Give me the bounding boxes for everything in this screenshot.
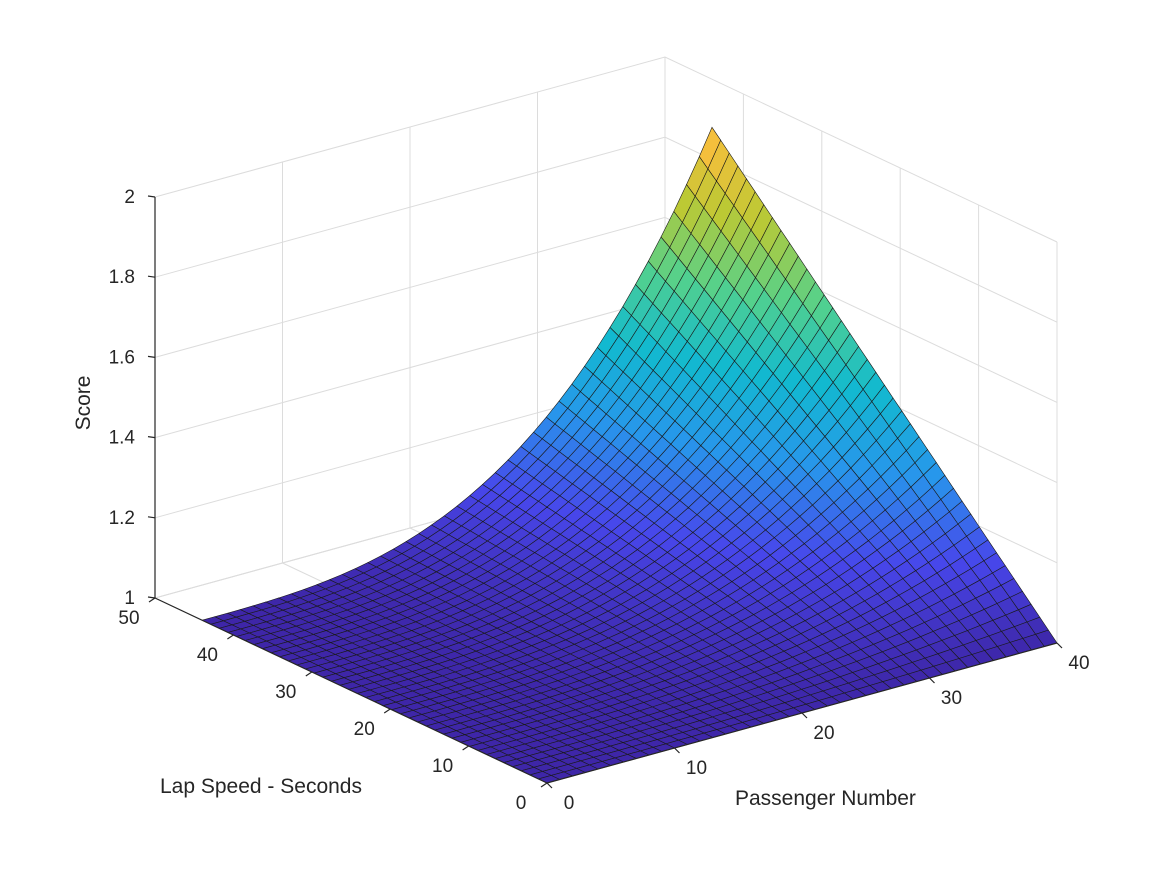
grid-line xyxy=(154,56,1058,243)
axis-labels: Score Lap Speed - Seconds Passenger Numb… xyxy=(72,376,916,810)
x-axis-label: Passenger Number xyxy=(735,787,916,810)
y-tick-mark xyxy=(383,708,391,714)
y-axis-line xyxy=(154,597,548,784)
y-axis-label: Lap Speed - Seconds xyxy=(160,775,362,798)
axes: 0 10 20 30 40 0 10 20 30 40 501 1.2 1.4 1.6 1.8 2 xyxy=(109,187,1090,814)
x-tick-label: 0 xyxy=(564,793,575,814)
z-tick-mark xyxy=(147,355,156,358)
z-tick-label: 1 xyxy=(124,588,135,609)
z-tick-label: 1.6 xyxy=(109,347,135,368)
grid-line xyxy=(154,216,1058,403)
y-tick-mark xyxy=(540,782,548,788)
z-tick-label: 1.8 xyxy=(109,267,135,288)
z-tick-mark xyxy=(147,516,156,519)
surface-mesh xyxy=(201,126,1058,784)
z-tick-mark xyxy=(147,596,156,599)
y-tick-label: 20 xyxy=(354,719,375,740)
y-tick-mark xyxy=(148,597,156,603)
x-tick-mark xyxy=(801,712,808,719)
z-tick-label: 2 xyxy=(124,187,135,208)
x-tick-mark xyxy=(929,677,935,684)
x-tick-mark xyxy=(1056,642,1063,649)
z-axis-label: Score xyxy=(72,376,95,431)
y-tick-label: 40 xyxy=(197,645,218,666)
y-tick-mark xyxy=(305,671,313,677)
y-tick-label: 50 xyxy=(118,608,139,629)
y-tick-label: 10 xyxy=(432,756,453,777)
y-tick-label: 0 xyxy=(516,793,527,814)
z-tick-label: 1.2 xyxy=(109,508,135,529)
y-tick-label: 30 xyxy=(275,682,296,703)
y-tick-mark xyxy=(227,634,234,640)
x-tick-label: 20 xyxy=(813,723,834,744)
z-tick-mark xyxy=(147,275,156,278)
z-tick-mark xyxy=(147,195,156,198)
z-tick-mark xyxy=(147,436,156,439)
x-tick-label: 30 xyxy=(941,688,962,709)
y-tick-mark xyxy=(462,745,469,751)
x-tick-mark xyxy=(546,782,553,789)
x-tick-label: 40 xyxy=(1068,653,1089,674)
z-tick-label: 1.4 xyxy=(109,428,136,449)
x-tick-mark xyxy=(674,747,680,754)
x-tick-label: 10 xyxy=(686,758,707,779)
grid-line xyxy=(154,136,1058,323)
